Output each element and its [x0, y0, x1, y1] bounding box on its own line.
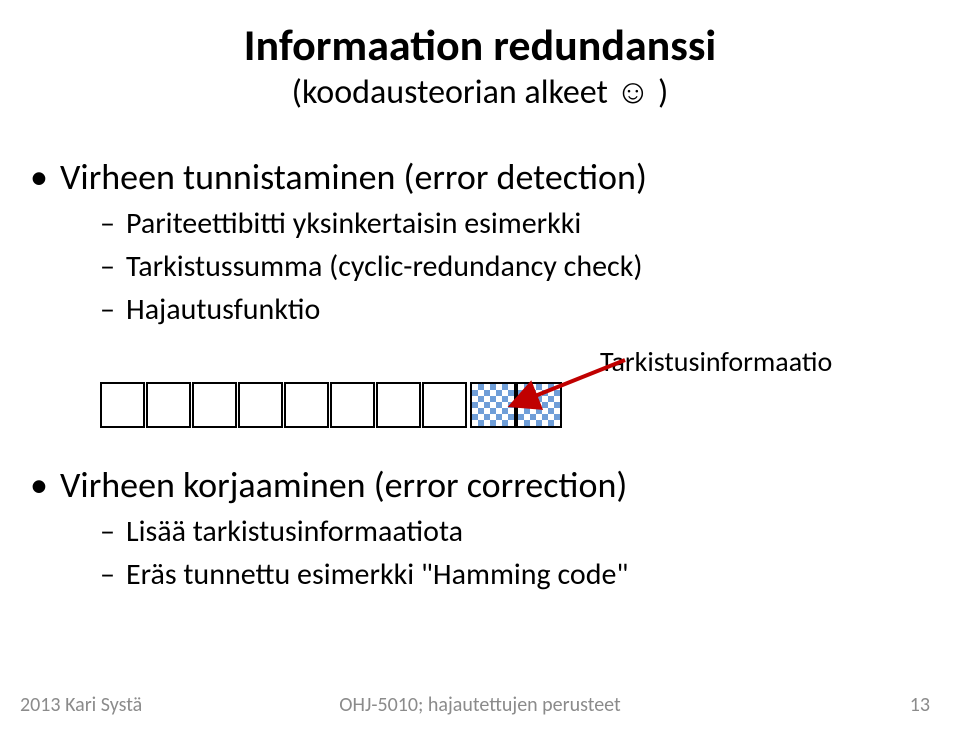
- subtitle-pre: (koodausteorian alkeet: [292, 72, 616, 113]
- slide: Informaation redundanssi (koodausteorian…: [0, 0, 960, 737]
- footer-page-number: 13: [910, 693, 930, 717]
- footer-course: OHJ-5010; hajautettujen perusteet: [0, 693, 960, 717]
- bullet-error-detection: •Virheen tunnistaminen (error detection): [30, 155, 930, 199]
- dash-icon: –: [100, 291, 126, 328]
- data-cell: [422, 382, 467, 428]
- check-cell: [470, 382, 516, 428]
- sub-crc: –Tarkistussumma (cyclic-redundancy check…: [100, 248, 930, 285]
- data-cell: [238, 382, 283, 428]
- annotation-label: Tarkistusinformaatio: [600, 344, 832, 379]
- bullet-dot: •: [30, 463, 60, 507]
- data-cell: [376, 382, 421, 428]
- sub-text: Eräs tunnettu esimerkki "Hamming code": [126, 556, 628, 593]
- bullet-error-correction: •Virheen korjaaminen (error correction): [30, 463, 930, 507]
- sub-text: Lisää tarkistusinformaatiota: [126, 513, 463, 550]
- data-cell: [146, 382, 191, 428]
- dash-icon: –: [100, 248, 126, 285]
- sub-more-checkinfo: –Lisää tarkistusinformaatiota: [100, 513, 930, 550]
- bullet-dot: •: [30, 155, 60, 199]
- data-cell: [192, 382, 237, 428]
- data-cell: [330, 382, 375, 428]
- dash-icon: –: [100, 513, 126, 550]
- slide-title: Informaation redundanssi: [0, 18, 960, 72]
- check-cell: [516, 382, 562, 428]
- sub-hamming: –Eräs tunnettu esimerkki "Hamming code": [100, 556, 930, 593]
- slide-subtitle: (koodausteorian alkeet ☺ ): [0, 72, 960, 113]
- sub-hash: –Hajautusfunktio: [100, 291, 930, 328]
- bullet-text: Virheen korjaaminen (error correction): [60, 463, 627, 507]
- data-block-diagram: [100, 382, 660, 428]
- sub-text: Hajautusfunktio: [126, 291, 320, 328]
- sub-text: Pariteettibitti yksinkertaisin esimerkki: [126, 205, 581, 242]
- subtitle-post: ): [650, 72, 668, 113]
- dash-icon: –: [100, 205, 126, 242]
- data-cell: [284, 382, 329, 428]
- dash-icon: –: [100, 556, 126, 593]
- sub-text: Tarkistussumma (cyclic-redundancy check): [126, 248, 642, 285]
- bullet-text: Virheen tunnistaminen (error detection): [60, 155, 647, 199]
- smiley-icon: ☺: [616, 73, 651, 111]
- data-cell: [100, 382, 145, 428]
- sub-parity: –Pariteettibitti yksinkertaisin esimerkk…: [100, 205, 930, 242]
